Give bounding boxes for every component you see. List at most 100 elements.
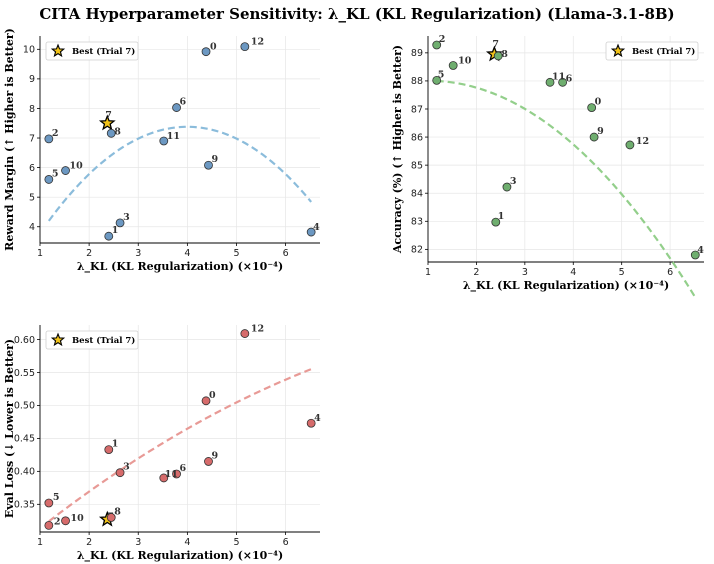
x-tick-label: 5 — [619, 267, 625, 278]
y-tick-label: 10 — [23, 45, 35, 56]
x-axis-label: λ_KL (KL Regularization) (×10⁻⁴) — [77, 260, 283, 274]
data-point — [104, 231, 114, 241]
x-tick-label: 3 — [135, 248, 141, 259]
y-tick-label: 89 — [411, 48, 423, 59]
point-label: 0 — [595, 97, 602, 108]
y-tick-label: 5 — [29, 192, 35, 203]
data-point — [491, 217, 501, 227]
legend-label: Best (Trial 7) — [72, 335, 135, 346]
data-point — [240, 329, 250, 338]
x-axis-label: λ_KL (KL Regularization) (×10⁻⁴) — [77, 549, 283, 563]
point-label: 12 — [636, 136, 649, 147]
chart-evalloss: 1 2 3 4 5 60.350.400.450.500.550.60λ_KL (KL R… — [3, 324, 321, 563]
legend: Best (Trial 7) — [605, 41, 699, 61]
data-point — [44, 175, 54, 184]
data-point — [587, 103, 597, 112]
data-point — [558, 77, 568, 87]
legend-star-icon — [610, 43, 626, 58]
point-label: 2 — [54, 516, 61, 527]
legend-box — [605, 41, 699, 61]
x-tick-label: 6 — [283, 537, 289, 548]
data-point — [448, 61, 458, 70]
point-label: 0 — [209, 390, 216, 401]
point-label: 2 — [52, 128, 59, 139]
data-point — [545, 77, 555, 87]
data-point — [44, 521, 54, 530]
data-point — [625, 140, 635, 150]
data-point — [159, 136, 169, 146]
data-point — [201, 47, 211, 57]
point-label: 3 — [123, 212, 130, 223]
data-point — [61, 166, 70, 175]
legend-star-icon — [50, 43, 66, 58]
y-tick-label: 4 — [29, 222, 35, 233]
point-label: 5 — [52, 168, 59, 179]
x-tick-label: 2 — [86, 248, 92, 259]
legend-label: Best (Trial 7) — [72, 46, 135, 57]
y-tick-label: 0.60 — [14, 335, 35, 346]
y-tick-label: 83 — [411, 217, 423, 228]
x-tick-label: 6 — [667, 267, 673, 278]
figure-title: CITA Hyperparameter Sensitivity: λ_KL (K… — [39, 5, 674, 23]
y-tick-label: 7 — [29, 133, 35, 144]
legend-box — [45, 330, 139, 350]
point-label: 0 — [210, 42, 217, 53]
data-point — [204, 160, 213, 170]
point-label: 5 — [438, 69, 445, 80]
point-label: 4 — [313, 222, 320, 233]
data-point — [159, 473, 169, 483]
data-point — [306, 227, 316, 237]
point-label: 4 — [697, 245, 704, 256]
data-point — [306, 418, 316, 428]
point-label: 6 — [180, 463, 187, 474]
data-point — [432, 40, 442, 50]
data-point — [432, 75, 442, 85]
y-tick-label: 88 — [411, 76, 423, 87]
data-point — [104, 445, 114, 454]
point-label: 9 — [211, 450, 218, 461]
y-tick-label: 0.50 — [14, 401, 35, 412]
data-point — [44, 498, 54, 508]
point-label: 6 — [180, 97, 187, 108]
point-label: 3 — [123, 462, 130, 473]
y-tick-label: 8 — [29, 104, 35, 115]
point-label: 1 — [498, 211, 505, 222]
point-label: 9 — [597, 126, 604, 137]
y-tick-label: 9 — [29, 74, 35, 85]
x-tick-label: 3 — [522, 267, 528, 278]
data-point — [44, 134, 54, 144]
data-point — [115, 218, 125, 228]
legend-star-icon — [50, 332, 66, 347]
best-trial-star-icon — [98, 114, 116, 131]
y-axis-label: Accuracy (%) (↑ Higher is Better) — [391, 45, 404, 254]
legend: Best (Trial 7) — [45, 330, 139, 350]
data-point — [204, 457, 213, 466]
legend-box — [45, 41, 139, 61]
point-label: 8 — [114, 126, 121, 137]
y-tick-label: 85 — [411, 160, 423, 171]
x-tick-label: 4 — [570, 267, 576, 278]
y-axis-label: Reward Margin (↑ Higher is Better) — [3, 28, 16, 251]
y-tick-label: 86 — [411, 132, 423, 143]
data-point — [502, 182, 512, 192]
data-point — [201, 396, 211, 406]
point-label: 11 — [165, 469, 178, 480]
data-point — [115, 468, 125, 478]
point-label: 11 — [167, 131, 180, 142]
point-label: 8 — [501, 49, 508, 60]
trend-line — [436, 79, 697, 298]
point-label: 1 — [112, 439, 119, 450]
y-tick-label: 84 — [411, 189, 423, 200]
x-tick-label: 4 — [184, 248, 190, 259]
point-label: 7 — [492, 39, 499, 50]
x-tick-label: 5 — [233, 248, 239, 259]
y-tick-label: 0.35 — [14, 500, 35, 511]
x-tick-label: 1 — [425, 267, 431, 278]
y-tick-label: 0.45 — [14, 434, 35, 445]
point-label: 5 — [53, 492, 60, 503]
y-tick-label: 0.40 — [14, 467, 35, 478]
trend-line — [47, 125, 313, 222]
point-label: 12 — [251, 37, 264, 48]
